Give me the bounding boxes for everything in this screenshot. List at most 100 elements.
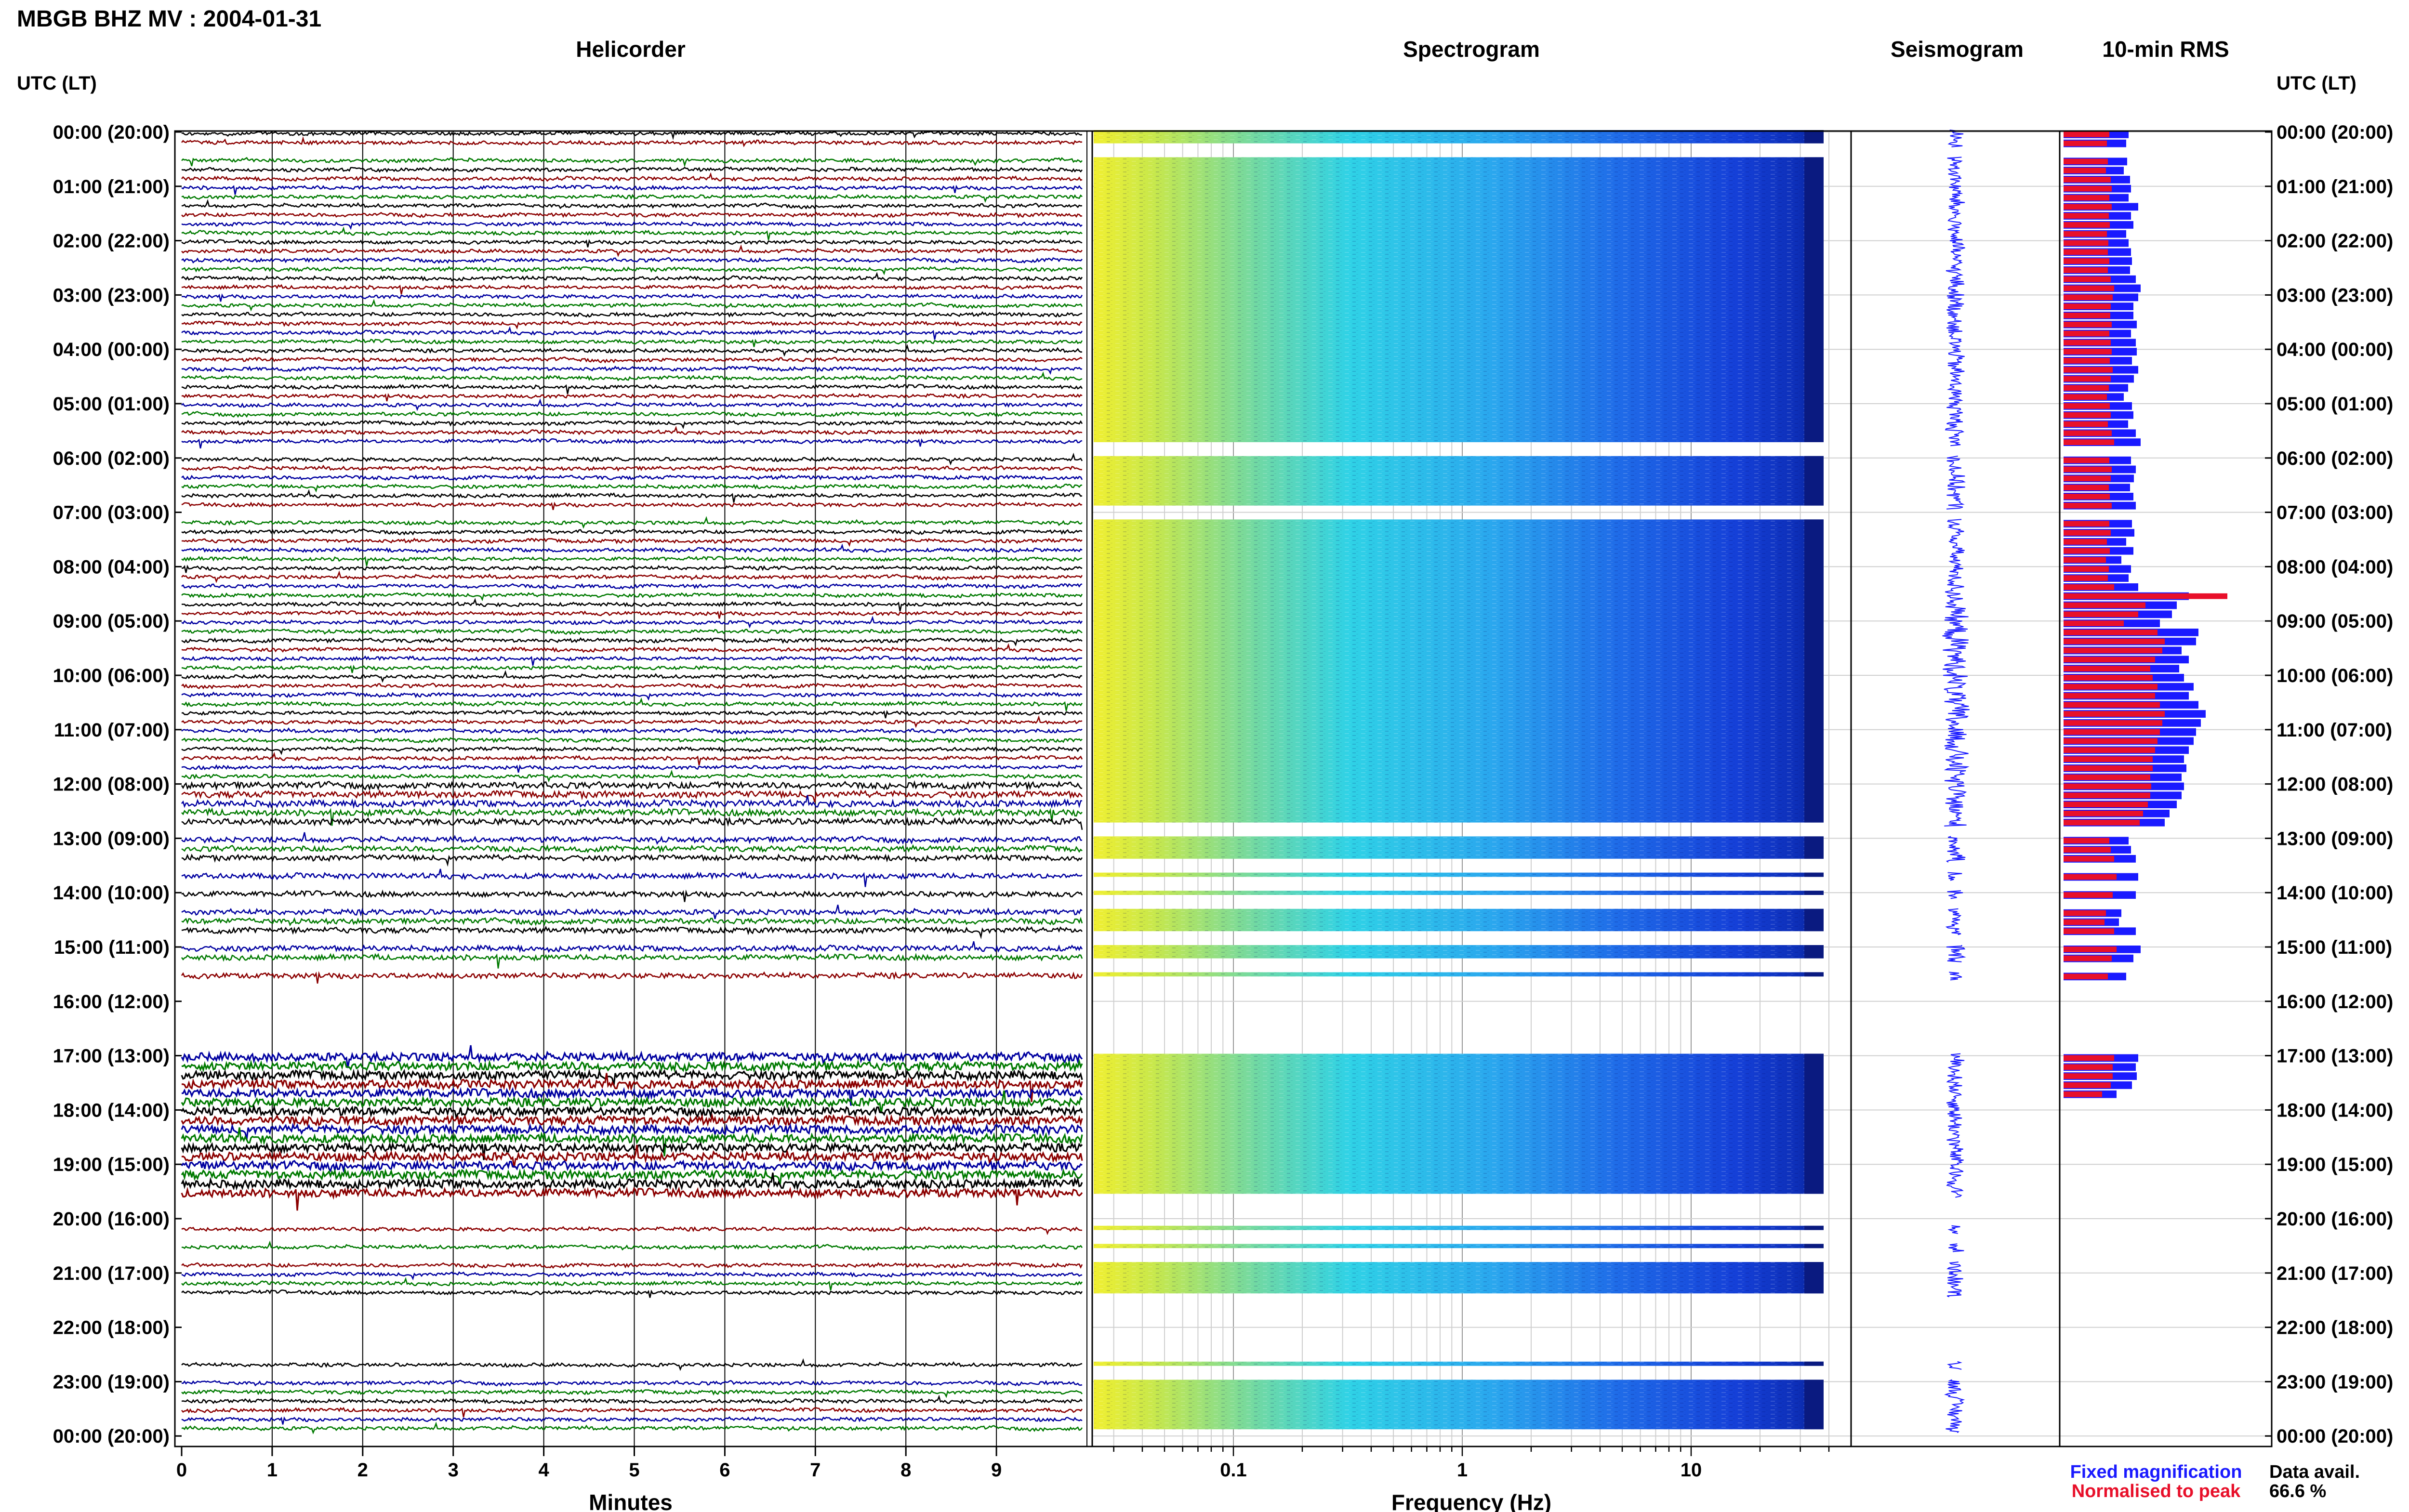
seismogram-segment: [1946, 945, 1966, 962]
hour-label-left: 19:00 (15:00): [53, 1154, 170, 1175]
hour-label-left: 06:00 (02:00): [53, 448, 170, 469]
rms-bar-normalised: [2064, 240, 2108, 246]
rms-bar-normalised: [2064, 177, 2111, 183]
rms-bar-normalised: [2064, 620, 2124, 626]
rms-bar-normalised: [2064, 494, 2110, 500]
rms-bar-normalised: [2064, 811, 2143, 816]
rms-bar-normalised: [2064, 611, 2138, 618]
helicorder-trace: [181, 320, 1083, 330]
spectrogram-blocks: [1094, 130, 1824, 1430]
rms-bar-normalised: [2064, 475, 2111, 482]
helicorder-trace: [181, 1167, 1083, 1185]
helicorder-trace: [181, 565, 1083, 573]
rms-bar-normalised: [2064, 294, 2113, 301]
hour-label-right: 08:00 (04:00): [2277, 556, 2393, 578]
helicorder-trace: [181, 610, 1083, 619]
data-avail-value: 66.6 %: [2269, 1481, 2326, 1501]
rms-bar-normalised: [2064, 657, 2155, 663]
figure-title: MBGB BHZ MV : 2004-01-31: [17, 6, 321, 32]
rms-bar-normalised: [2064, 919, 2105, 925]
helicorder-trace: [181, 338, 1083, 347]
helicorder-trace: [181, 1407, 1083, 1418]
helicorder-x-tick-label: 1: [267, 1459, 278, 1481]
rms-bar-normalised: [2064, 267, 2108, 273]
hour-label-right: 17:00 (13:00): [2277, 1046, 2393, 1067]
spectrogram-x-tick-label: 10: [1681, 1459, 1702, 1481]
hour-label-right: 03:00 (23:00): [2277, 285, 2393, 306]
helicorder-trace: [181, 166, 1083, 173]
legend-fixed-magnification: Fixed magnification: [2070, 1462, 2242, 1482]
rms-bar-normalised: [2064, 1073, 2113, 1079]
helicorder-trace: [181, 489, 1083, 503]
helicorder-x-tick-label: 0: [176, 1459, 187, 1481]
rms-bar-normalised: [2064, 1091, 2102, 1097]
hour-label-right: 13:00 (09:00): [2277, 828, 2393, 849]
helicorder-x-tick-label: 4: [538, 1459, 549, 1481]
helicorder-trace: [181, 199, 1083, 210]
helicorder-trace: [181, 616, 1083, 629]
rms-bar-normalised: [2064, 457, 2109, 463]
spectrogram-high-freq-edge: [1804, 945, 1824, 959]
helicorder-trace: [181, 971, 1083, 984]
rms-bar-normalised: [2064, 530, 2111, 536]
helicorder-trace: [181, 299, 1083, 312]
rms-bar-normalised: [2064, 693, 2155, 699]
helicorder-trace: [181, 172, 1083, 182]
spectrogram-high-freq-edge: [1804, 519, 1824, 823]
helicorder-trace: [181, 736, 1083, 744]
helicorder-trace: [181, 501, 1083, 510]
rms-bar-normalised: [2064, 1082, 2111, 1088]
rms-bar-normalised: [2064, 630, 2158, 635]
helicorder-trace: [181, 1090, 1083, 1114]
helicorder-trace: [181, 832, 1083, 845]
hour-tick-labels: 00:00 (20:00) 00:00 (20:00) 01:00 (21:00) 0…: [53, 122, 2394, 1447]
seismogram-trace: [1942, 130, 1970, 1433]
helicorder-trace: [181, 284, 1083, 295]
rms-bar-normalised: [2064, 367, 2113, 373]
hour-label-right: 16:00 (12:00): [2277, 991, 2393, 1012]
rms-bar-normalised: [2064, 702, 2160, 708]
hour-label-right: 10:00 (06:00): [2277, 665, 2393, 686]
helicorder-trace: [181, 764, 1083, 773]
rms-bar-normalised: [2064, 258, 2109, 264]
spectrogram-high-freq-edge: [1804, 1053, 1824, 1194]
spectrogram-texture: [1094, 972, 1824, 977]
helicorder-trace: [181, 751, 1083, 765]
rms-bar-normalised: [2064, 802, 2148, 807]
panel-title-seismogram: Seismogram: [1891, 37, 2024, 62]
helicorder-trace: [181, 1421, 1083, 1434]
helicorder-trace: [181, 769, 1083, 783]
helicorder-x-tick-label: 3: [448, 1459, 459, 1481]
left-axis-label: UTC (LT): [17, 73, 97, 94]
helicorder-trace: [181, 257, 1083, 264]
spectrogram-texture: [1094, 908, 1824, 932]
spectrogram-texture: [1094, 891, 1824, 895]
seismogram-segment: [1944, 1379, 1965, 1433]
helicorder-trace: [181, 393, 1083, 402]
hour-label-left: 20:00 (16:00): [53, 1209, 170, 1230]
hour-label-right: 14:00 (10:00): [2277, 882, 2393, 904]
helicorder-trace: [181, 637, 1083, 647]
hour-label-right: 06:00 (02:00): [2277, 448, 2393, 469]
rms-bar-normalised: [2064, 747, 2155, 753]
helicorder-x-label: Minutes: [589, 1490, 673, 1512]
rms-bar-normalised: [2064, 638, 2165, 644]
helicorder-trace: [181, 889, 1083, 902]
spectrogram-texture: [1094, 1361, 1824, 1366]
rms-bar-normalised: [2064, 756, 2153, 762]
hour-label-right: 00:00 (20:00): [2277, 122, 2393, 143]
rms-bar-normalised: [2064, 593, 2227, 599]
rms-bar-normalised: [2064, 321, 2112, 328]
helicorder-trace: [181, 226, 1083, 240]
helicorder-trace: [181, 844, 1083, 854]
rms-bar-normalised: [2064, 340, 2111, 346]
rms-bar-normalised: [2064, 720, 2162, 726]
hour-label-left: 11:00 (07:00): [54, 720, 170, 741]
helicorder-trace: [181, 1158, 1083, 1173]
hour-label-left: 22:00 (18:00): [53, 1317, 170, 1339]
spectrogram-high-freq-edge: [1804, 456, 1824, 506]
helicorder-trace: [181, 789, 1083, 802]
helicorder-trace: [181, 266, 1083, 276]
helicorder-trace: [181, 1045, 1083, 1068]
helicorder-trace: [181, 194, 1083, 203]
